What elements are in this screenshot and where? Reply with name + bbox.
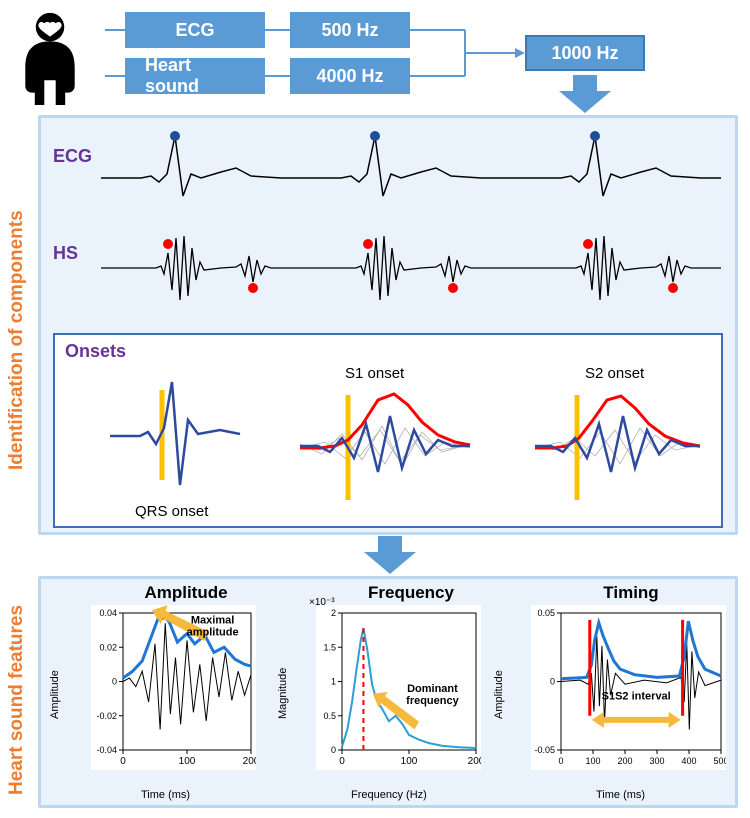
amp-ylabel: Amplitude xyxy=(49,670,61,719)
freq-xlabel: Frequency (Hz) xyxy=(351,789,427,801)
svg-text:0: 0 xyxy=(112,677,117,687)
hs-trace xyxy=(101,218,721,318)
svg-text:S1S2 interval: S1S2 interval xyxy=(602,690,671,702)
svg-text:1.5: 1.5 xyxy=(323,642,336,652)
freq-chart: 0 100 200 0 0.5 1 1.5 2 Dominantfrequency xyxy=(316,605,481,770)
qrs-onset-label: QRS onset xyxy=(135,503,208,520)
timing-xlabel: Time (ms) xyxy=(596,789,645,801)
svg-text:100: 100 xyxy=(401,756,418,767)
svg-text:0: 0 xyxy=(558,756,563,766)
amp-title: Amplitude xyxy=(111,583,261,603)
freq-title: Frequency xyxy=(336,583,486,603)
onsets-label: Onsets xyxy=(65,341,126,362)
svg-text:400: 400 xyxy=(681,756,696,766)
svg-text:0.05: 0.05 xyxy=(537,608,555,618)
svg-text:0: 0 xyxy=(339,756,345,767)
timing-title: Timing xyxy=(571,583,691,603)
amp-chart: 0 100 200 -0.04 -0.02 0 0.02 0.04 Maximalamplitu… xyxy=(91,605,256,770)
side-label-features: Heart sound features xyxy=(6,595,28,805)
svg-text:100: 100 xyxy=(179,756,196,767)
features-panel: Amplitude 0100200-0.04-0.0200.020.04Maxi… xyxy=(38,576,738,808)
svg-text:300: 300 xyxy=(649,756,664,766)
svg-text:2: 2 xyxy=(331,608,336,618)
svg-text:0.02: 0.02 xyxy=(99,642,117,652)
connectors xyxy=(105,10,745,110)
timing-chart: 0100200300400500-0.0500.05S1S2 interval xyxy=(531,605,726,770)
hs-label: HS xyxy=(53,243,78,264)
arrow-down-1 xyxy=(555,75,615,115)
freq-ylabel: Magnitude xyxy=(277,668,289,719)
ecg-label: ECG xyxy=(53,146,92,167)
svg-text:0.04: 0.04 xyxy=(99,608,117,618)
side-label-identification: Identification of components xyxy=(6,150,28,530)
s1-onset-graphic xyxy=(290,380,490,515)
flow-boxes: ECG Heart sound 500 Hz 4000 Hz 1000 Hz xyxy=(105,10,740,105)
amp-xlabel: Time (ms) xyxy=(141,789,190,801)
top-flow-row: ECG Heart sound 500 Hz 4000 Hz 1000 Hz xyxy=(10,10,740,110)
svg-text:Dominantfrequency: Dominantfrequency xyxy=(406,683,459,707)
svg-text:200: 200 xyxy=(617,756,632,766)
svg-text:1: 1 xyxy=(331,677,336,687)
svg-text:-0.02: -0.02 xyxy=(96,711,117,721)
timing-ylabel: Amplitude xyxy=(493,670,505,719)
ecg-trace xyxy=(101,126,721,211)
s2-onset-graphic xyxy=(525,380,715,515)
arrow-down-2 xyxy=(360,536,420,576)
svg-text:0: 0 xyxy=(120,756,126,767)
svg-text:200: 200 xyxy=(468,756,481,767)
svg-text:200: 200 xyxy=(243,756,256,767)
svg-text:100: 100 xyxy=(585,756,600,766)
svg-text:500: 500 xyxy=(713,756,726,766)
svg-text:0.5: 0.5 xyxy=(323,711,336,721)
svg-text:0: 0 xyxy=(331,745,336,755)
qrs-onset-graphic xyxy=(90,370,260,500)
svg-text:Maximalamplitude: Maximalamplitude xyxy=(187,614,239,638)
svg-text:0: 0 xyxy=(550,677,555,687)
person-heart-icon xyxy=(10,10,90,105)
svg-text:-0.04: -0.04 xyxy=(96,745,117,755)
identification-panel: ECG HS Onsets QRS onset S1 onset xyxy=(38,115,738,535)
onsets-subpanel: Onsets QRS onset S1 onset S2 onset xyxy=(53,333,723,528)
svg-text:-0.05: -0.05 xyxy=(534,745,555,755)
